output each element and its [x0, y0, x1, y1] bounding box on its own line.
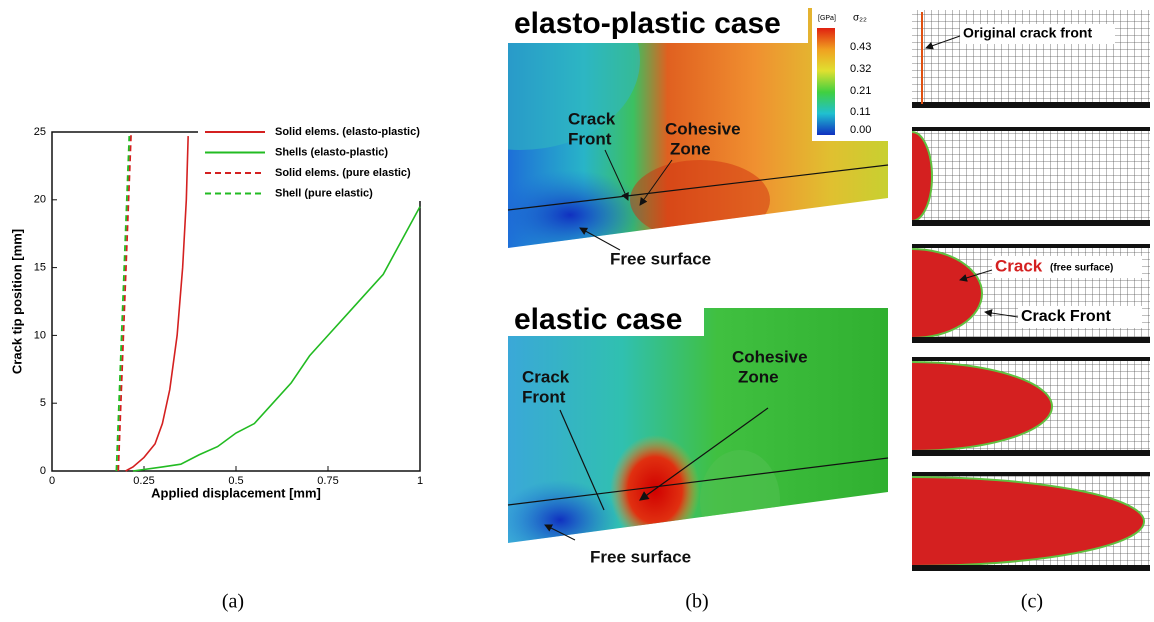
annotation: Original crack front [963, 25, 1092, 41]
legend-label: Shell (pure elastic) [275, 187, 373, 199]
annotation: Crack [522, 367, 570, 386]
annotation: Cohesive [665, 119, 741, 138]
y-tick-label: 0 [40, 465, 46, 477]
edge [912, 127, 1150, 131]
edge [912, 337, 1150, 343]
y-axis-label: Crack tip position [mm] [9, 229, 24, 374]
y-tick-label: 10 [34, 329, 46, 341]
annotation: Zone [670, 139, 711, 158]
annotation: Free surface [610, 249, 711, 268]
edge [912, 472, 1150, 476]
annotation: Crack Front [1021, 308, 1111, 325]
series-line [118, 132, 131, 471]
legend-label: Solid elems. (pure elastic) [275, 167, 411, 179]
edge [912, 244, 1150, 248]
panel-b: elasto-plastic case [GPa] σ₂₂ 0.43 0.32 … [400, 0, 888, 613]
x-axis-label: Applied displacement [mm] [151, 485, 321, 500]
edge [912, 220, 1150, 226]
series-line [126, 136, 189, 471]
colorbar-label: 0.43 [850, 41, 871, 53]
x-tick-label: 1 [417, 475, 423, 487]
crack-region [892, 132, 932, 221]
colorbar-label: 0.00 [850, 124, 871, 136]
colorbar-label: 0.32 [850, 63, 871, 75]
image-title: elasto-plastic case [514, 7, 781, 40]
legend-label: Solid elems. (elasto-plastic) [275, 126, 420, 138]
figure: (a) 00.250.50.7510510152025Applied displ… [0, 0, 1154, 617]
edge [912, 565, 1150, 571]
annotation: Crack [568, 109, 616, 128]
annotation: Crack [995, 256, 1043, 275]
edge [912, 357, 1150, 361]
colorbar-unit: [GPa] [818, 15, 836, 22]
colorbar-quantity: σ₂₂ [853, 13, 867, 24]
mesh [912, 128, 1150, 225]
y-tick-label: 20 [34, 194, 46, 206]
x-tick-label: 0 [49, 475, 55, 487]
caption: (c) [1021, 591, 1043, 613]
annotation: Front [568, 129, 612, 148]
y-tick-label: 15 [34, 262, 46, 274]
y-tick-label: 25 [34, 126, 46, 138]
annotation: Zone [738, 367, 779, 386]
annotation: Front [522, 387, 566, 406]
annotation: (free surface) [1050, 263, 1113, 274]
image-title: elastic case [514, 303, 682, 336]
edge [912, 102, 1150, 108]
legend-label: Shells (elasto-plastic) [275, 146, 388, 158]
edge [912, 450, 1150, 456]
annotation: Cohesive [732, 347, 808, 366]
caption: (a) [222, 591, 244, 613]
colorbar-label: 0.11 [850, 106, 871, 118]
series-line [116, 136, 129, 471]
annotation: Free surface [590, 547, 691, 566]
colorbar-label: 0.21 [850, 85, 871, 97]
y-tick-label: 5 [40, 397, 46, 409]
caption: (b) [685, 591, 708, 613]
